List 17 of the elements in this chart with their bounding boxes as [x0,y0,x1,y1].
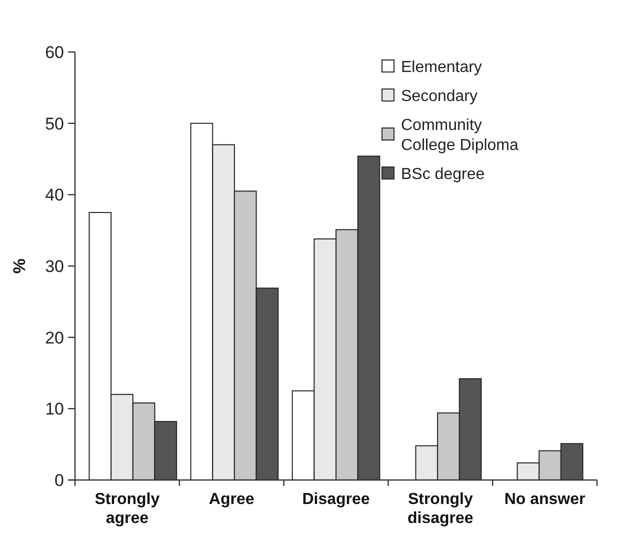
x-tick-label: Strongly disagree [407,491,474,527]
legend-label: Community College Diploma [401,117,518,154]
legend-label: Elementary [401,59,482,76]
y-tick-label: 20 [45,328,64,348]
y-tick-label: 10 [45,400,64,419]
x-tick-label: Agree [208,491,254,508]
y-tick-label: 0 [54,470,64,490]
y-tick-label: 40 [45,186,64,205]
legend-label: Secondary [401,88,478,105]
x-tick-label: Disagree [302,491,370,508]
legend-label: BSc degree [401,166,485,183]
x-tick-label: No answer [504,491,586,508]
x-tick-label: Strongly agree [94,491,160,527]
y-axis-title: % [10,258,29,274]
y-tick-label: 50 [45,114,64,134]
y-tick-label: 60 [45,42,64,62]
y-tick-label: 30 [45,256,64,276]
